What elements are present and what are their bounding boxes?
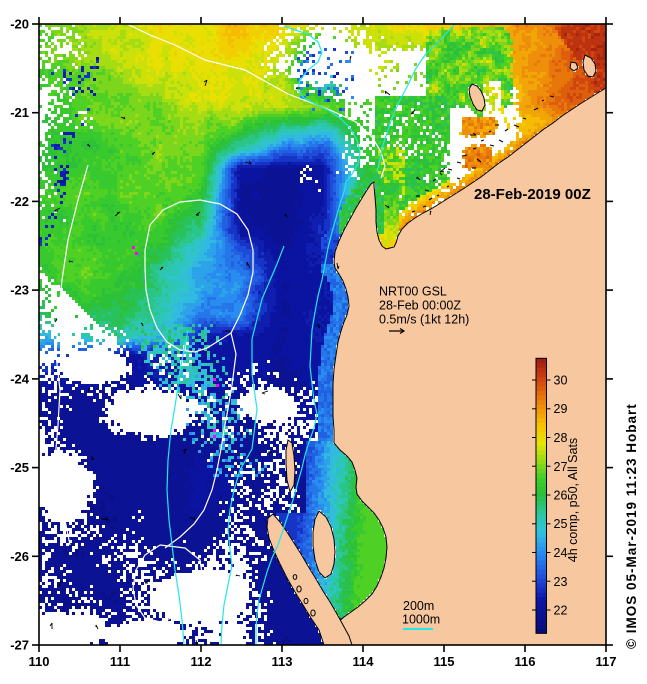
- svg-text:-26: -26: [10, 549, 29, 564]
- svg-text:29: 29: [554, 402, 568, 416]
- svg-text:0.5m/s (1kt 12h): 0.5m/s (1kt 12h): [379, 313, 469, 327]
- svg-text:27: 27: [554, 460, 568, 474]
- svg-text:28: 28: [554, 431, 568, 445]
- svg-text:28-Feb-2019 00Z: 28-Feb-2019 00Z: [474, 186, 591, 203]
- svg-text:114: 114: [353, 654, 375, 669]
- svg-text:-22: -22: [10, 194, 29, 209]
- svg-text:© IMOS 05-Mar-2019 11:23 Hobar: © IMOS 05-Mar-2019 11:23 Hobart: [624, 403, 639, 649]
- svg-text:116: 116: [515, 654, 536, 669]
- svg-text:113: 113: [272, 654, 293, 669]
- svg-text:4h comp, p50, All Sats: 4h comp, p50, All Sats: [566, 438, 580, 562]
- svg-text:111: 111: [110, 654, 130, 669]
- svg-text:26: 26: [554, 489, 568, 503]
- svg-text:200m: 200m: [403, 599, 434, 613]
- svg-text:115: 115: [434, 654, 455, 669]
- svg-text:22: 22: [554, 604, 568, 618]
- svg-text:-24: -24: [10, 371, 30, 386]
- svg-text:30: 30: [554, 374, 568, 388]
- svg-text:-23: -23: [10, 283, 29, 298]
- svg-text:1000m: 1000m: [402, 613, 440, 627]
- svg-text:24: 24: [554, 546, 568, 560]
- svg-text:-20: -20: [10, 17, 29, 32]
- svg-text:-27: -27: [10, 638, 29, 653]
- svg-text:23: 23: [554, 575, 568, 589]
- svg-text:117: 117: [596, 654, 617, 669]
- svg-text:28-Feb 00:00Z: 28-Feb 00:00Z: [379, 299, 461, 313]
- svg-text:-21: -21: [10, 105, 29, 120]
- svg-text:112: 112: [191, 654, 212, 669]
- svg-text:110: 110: [29, 654, 50, 669]
- svg-text:-25: -25: [10, 460, 29, 475]
- svg-text:25: 25: [554, 517, 568, 531]
- svg-text:NRT00 GSL: NRT00 GSL: [379, 285, 447, 299]
